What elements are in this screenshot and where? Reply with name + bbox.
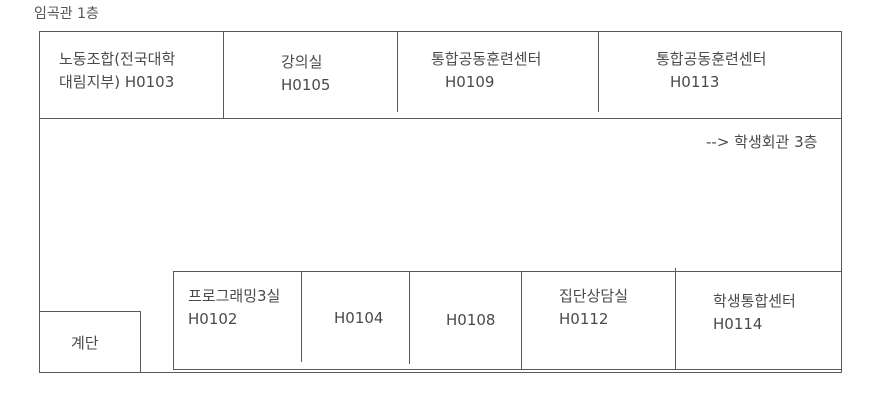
room-label-h0114: 학생통합센터 H0114 [713, 292, 796, 333]
room-label-h0105: 강의실 H0105 [281, 53, 331, 94]
room-label-h0113: 통합공동훈련센터 H0113 [656, 50, 767, 91]
building-outline [39, 31, 842, 373]
floor-title: 임곡관 1층 [34, 6, 99, 22]
room-label-h0104: H0104 [334, 309, 384, 327]
room-label-h0109: 통합공동훈련센터 H0109 [431, 50, 542, 91]
room-label-h0108: H0108 [446, 311, 496, 329]
arrow-note: --> 학생회관 3층 [706, 133, 818, 151]
stairs-label: 계단 [71, 334, 99, 352]
room-label-h0102: 프로그래밍3실 H0102 [188, 287, 281, 328]
room-label-h0112: 집단상담실 H0112 [559, 287, 629, 328]
room-label-union: 노동조합(전국대학 대림지부) H0103 [59, 50, 176, 91]
